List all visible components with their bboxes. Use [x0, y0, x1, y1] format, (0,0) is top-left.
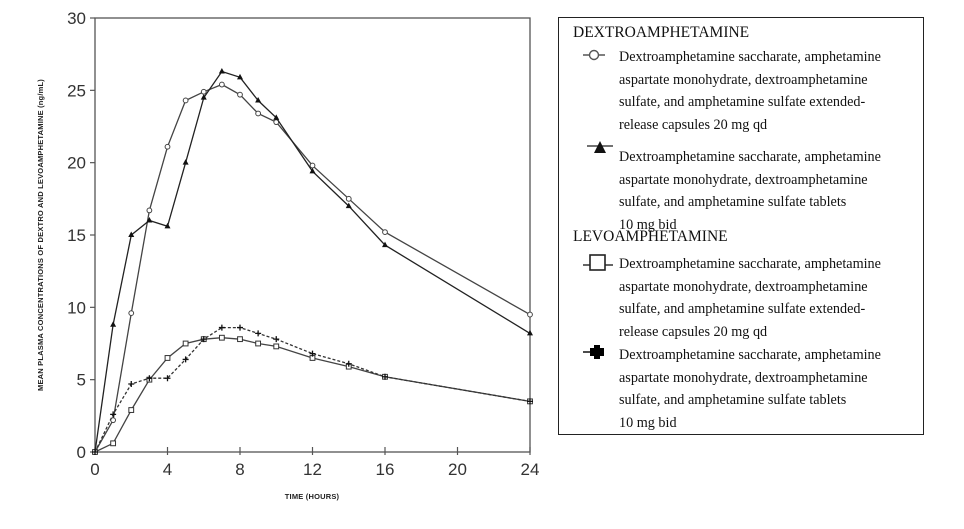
data-point-plus [146, 375, 153, 382]
legend-group-title: DEXTROAMPHETAMINE [573, 24, 750, 41]
legend-label: Dextroamphetamine saccharate, amphetamin… [619, 256, 881, 340]
x-tick-label: 8 [235, 460, 244, 479]
data-point-circle [382, 229, 388, 236]
data-point-circle [237, 91, 243, 98]
open-circle-icon [583, 49, 605, 61]
series-1 [92, 68, 533, 454]
y-tick-label: 0 [77, 443, 86, 462]
data-point-square [164, 355, 171, 361]
data-point-circle [309, 162, 316, 169]
legend-group-dextro: DEXTROAMPHETAMINE [573, 24, 749, 42]
data-point-triangle [146, 217, 153, 223]
data-point-circle [128, 310, 135, 317]
data-point-plus [164, 375, 171, 382]
y-tick-label: 5 [77, 371, 86, 390]
data-point-triangle [218, 68, 225, 74]
pk-line-chart: 0 4 8 12 16 20 24 0 5 10 15 20 25 30 TIME (HOURS) MEA… [36, 9, 539, 501]
data-point-triangle [200, 94, 207, 100]
data-point-triangle [382, 241, 388, 248]
plot-frame [94, 17, 531, 453]
data-point-square [128, 407, 135, 413]
data-point-triangle [237, 73, 243, 80]
y-tick-label: 30 [67, 9, 86, 28]
filled-triangle-icon [587, 141, 613, 153]
data-point-triangle [309, 167, 316, 174]
data-point-circle [182, 97, 189, 104]
data-point-plus [200, 336, 207, 343]
data-point-triangle [128, 231, 135, 237]
x-axis-title: TIME (HOURS) [285, 492, 340, 501]
legend-label: Dextroamphetamine saccharate, amphetamin… [619, 149, 881, 233]
data-point-circle [527, 311, 533, 318]
data-point-triangle [182, 159, 189, 165]
x-tick-label: 20 [448, 460, 467, 479]
y-tick-label: 20 [67, 154, 86, 173]
data-point-plus [527, 398, 533, 405]
series-0 [92, 81, 533, 455]
data-point-circle [255, 110, 262, 117]
data-point-circle [200, 88, 207, 95]
y-tick-label: 10 [67, 298, 86, 317]
legend-label: Dextroamphetamine saccharate, amphetamin… [619, 49, 881, 133]
series-line [94, 83, 531, 453]
series-line [94, 70, 531, 453]
data-point-square [273, 343, 280, 350]
data-point-plus [128, 381, 135, 388]
filled-plus-icon [583, 345, 604, 359]
legend-group-levo: LEVOAMPHETAMINE [573, 228, 728, 246]
data-point-circle [218, 81, 225, 88]
data-point-triangle [273, 114, 280, 120]
data-point-plus [218, 324, 225, 331]
data-point-square [218, 334, 225, 341]
y-tick-label: 15 [67, 226, 86, 245]
data-point-circle [345, 195, 352, 202]
data-point-plus [382, 373, 388, 380]
data-point-triangle [527, 329, 533, 336]
x-tick-label: 0 [90, 460, 99, 479]
data-point-plus [255, 330, 262, 337]
axis-ticks: 0 4 8 12 16 20 24 0 5 10 15 20 25 30 [67, 9, 539, 479]
legend-group-title: LEVOAMPHETAMINE [573, 228, 728, 245]
data-point-triangle [164, 222, 171, 229]
data-point-plus [309, 350, 316, 357]
series-3 [92, 324, 533, 455]
open-square-icon [583, 254, 613, 271]
data-point-triangle [110, 321, 117, 327]
series-layer [92, 68, 533, 455]
data-point-square [110, 440, 117, 447]
data-point-plus [110, 411, 117, 418]
data-point-circle [164, 143, 171, 150]
y-tick-label: 25 [67, 81, 86, 100]
data-point-plus [273, 336, 280, 343]
legend-label: Dextroamphetamine saccharate, amphetamin… [619, 347, 881, 431]
data-point-triangle [345, 202, 352, 209]
data-point-plus [92, 449, 98, 455]
x-tick-label: 16 [376, 460, 395, 479]
chart-legend: DEXTROAMPHETAMINE Dextroamphetamine sacc… [558, 17, 924, 435]
data-point-plus [182, 356, 189, 363]
data-point-square [255, 340, 262, 347]
data-point-plus [345, 360, 352, 367]
data-point-plus [237, 324, 243, 331]
plot-axes [94, 17, 531, 453]
data-point-square [237, 336, 243, 343]
series-line [94, 326, 531, 453]
data-point-square [182, 340, 189, 347]
data-point-triangle [255, 96, 262, 103]
y-axis-title: MEAN PLASMA CONCENTRATIONS OF DEXTRO AND… [36, 79, 45, 391]
x-tick-label: 24 [521, 460, 540, 479]
x-tick-label: 12 [303, 460, 322, 479]
x-tick-label: 4 [163, 460, 172, 479]
data-point-circle [146, 207, 153, 214]
